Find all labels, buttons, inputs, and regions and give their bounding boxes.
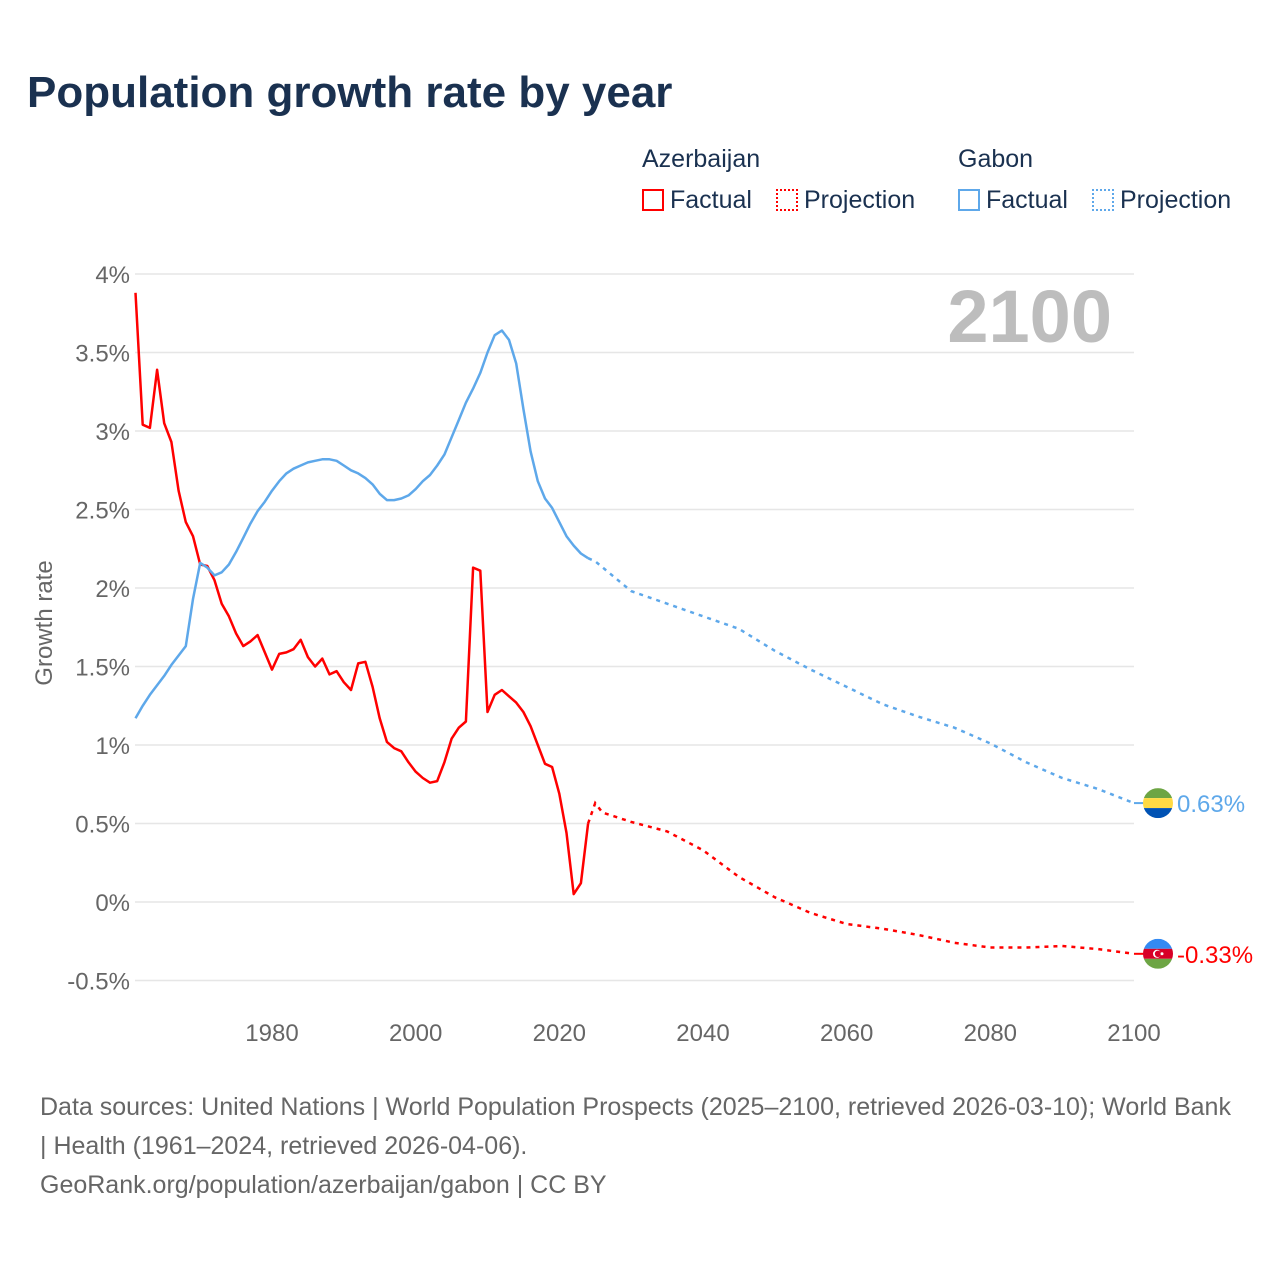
legend-group-gabon: Gabon [958,145,1034,173]
legend-label: Projection [1120,186,1232,214]
legend-azerbaijan-projection[interactable]: Projection [776,186,915,215]
x-tick-label: 2000 [389,1020,442,1047]
end-value-label-gabon: 0.63% [1177,791,1245,818]
legend-swatch-dotted [1092,189,1114,211]
flag-stripe [1143,788,1173,799]
flag-star [1160,952,1164,956]
legend-label: Projection [804,186,916,214]
line-gabon-projection [587,557,1135,805]
x-tick-label: 2020 [533,1020,586,1047]
legend-swatch-solid [958,189,980,211]
x-tick-label: 2100 [1107,1020,1160,1047]
legend-azerbaijan-factual[interactable]: Factual [642,186,752,215]
legend-group-azerbaijan: Azerbaijan [642,145,761,173]
y-tick-label: 1% [95,733,130,760]
y-axis-label: Growth rate [31,560,58,685]
chart-title: Population growth rate by year [27,68,673,117]
x-tick-label: 2060 [820,1020,873,1047]
legend-label: Factual [670,186,752,214]
footer: Data sources: United Nations | World Pop… [40,1088,1240,1205]
legend-swatch-solid [642,189,664,211]
attribution-link[interactable]: GeoRank.org/population/azerbaijan/gabon … [40,1171,607,1199]
y-tick-label: 1.5% [75,655,130,682]
y-tick-label: 0% [95,890,130,917]
flag-stripe [1143,958,1173,969]
year-label: 2100 [947,275,1112,358]
legend-gabon-factual[interactable]: Factual [958,186,1068,215]
flag-stripe [1143,808,1173,819]
legend-gabon-projection[interactable]: Projection [1092,186,1231,215]
end-value-label-azerbaijan: -0.33% [1177,942,1253,969]
y-tick-label: 3.5% [75,341,130,368]
y-tick-label: 3% [95,419,130,446]
data-sources: Data sources: United Nations | World Pop… [40,1093,1231,1160]
y-tick-label: 4% [95,262,130,289]
x-tick-label: 2040 [676,1020,729,1047]
line-gabon-factual [134,329,589,719]
legend-swatch-dotted [776,189,798,211]
y-tick-label: 2.5% [75,498,130,525]
flag-crescent-cut [1154,950,1162,958]
y-tick-label: 0.5% [75,812,130,839]
y-tick-label: -0.5% [67,969,130,996]
x-tick-label: 1980 [245,1020,298,1047]
flag-stripe [1143,938,1173,949]
flag-stripe [1143,798,1173,809]
y-tick-label: 2% [95,576,130,603]
legend-label: Factual [986,186,1068,214]
x-tick-label: 2080 [964,1020,1017,1047]
line-azerbaijan-projection [586,800,1135,956]
